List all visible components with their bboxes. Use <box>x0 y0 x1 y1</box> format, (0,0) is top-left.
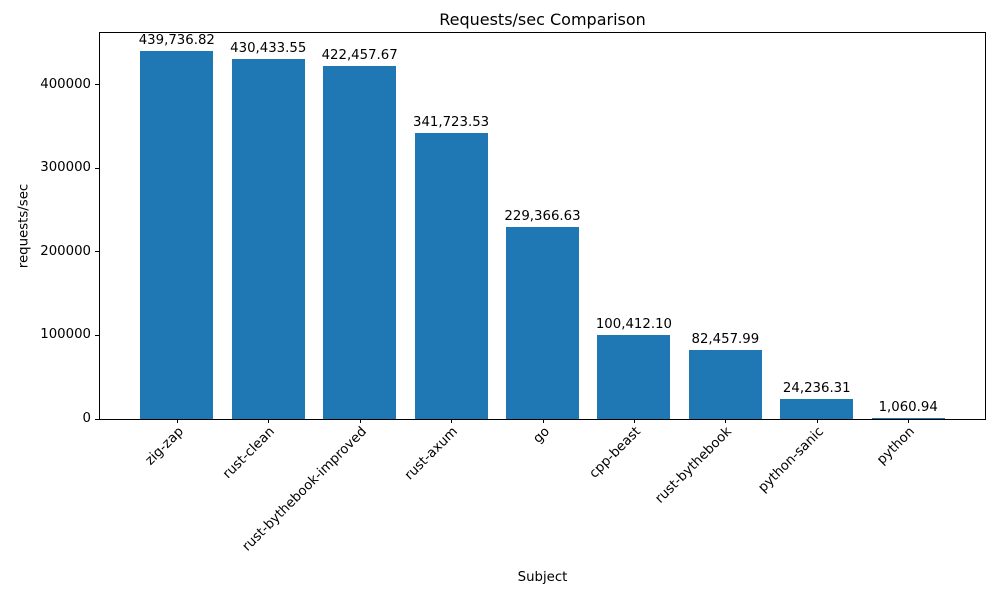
plot-area: 439,736.82 zig-zap 430,433.55 rust-clean 422… <box>40 32 986 554</box>
y-tick-label: 0 <box>82 411 91 426</box>
bar-rust-clean <box>231 59 305 419</box>
y-axis-tick <box>95 167 99 169</box>
y-tick-label: 200000 <box>40 243 91 259</box>
x-tick-label: rust-axum <box>402 424 461 484</box>
x-axis-tick <box>176 419 178 423</box>
bar-rust-axum <box>414 133 488 419</box>
bar-rust-bythebook <box>688 350 762 419</box>
bar-value-label: 430,433.55 <box>230 41 307 56</box>
bar-value-label: 422,457.67 <box>321 48 398 63</box>
bar-value-label: 24,236.31 <box>782 381 851 396</box>
bar-python <box>871 418 945 419</box>
bar-cpp-beast <box>597 335 671 419</box>
bar-value-label: 229,366.63 <box>504 209 581 224</box>
x-axis-tick <box>268 419 270 423</box>
bar-value-label: 82,457.99 <box>691 332 760 347</box>
x-axis-tick <box>359 419 361 423</box>
y-axis-tick <box>95 251 99 253</box>
x-tick-label: go <box>530 424 553 447</box>
y-axis-tick <box>95 418 99 420</box>
x-tick-label: rust-bythebook <box>652 424 736 507</box>
y-tick-label: 300000 <box>40 160 91 176</box>
x-axis-tick <box>451 419 453 423</box>
bar-value-label: 341,723.53 <box>412 115 490 130</box>
y-tick-label: 400000 <box>40 76 91 92</box>
y-axis-tick <box>95 84 99 86</box>
bar-zig-zap <box>140 51 214 419</box>
x-axis-label: Subject <box>517 570 568 585</box>
x-tick-label: python <box>874 424 919 468</box>
bar-value-label: 1,060.94 <box>878 400 938 415</box>
bar-python-sanic <box>780 399 854 419</box>
x-tick-label: cpp-beast <box>586 424 644 482</box>
x-axis-tick <box>816 419 818 423</box>
y-tick-label: 100000 <box>40 327 91 343</box>
bar-value-label: 439,736.82 <box>138 33 215 48</box>
x-axis-tick <box>542 419 544 423</box>
x-axis-tick <box>725 419 727 423</box>
y-axis-label: requests/sec <box>16 183 32 269</box>
y-axis-tick <box>95 334 99 336</box>
bar-rust-bythebook-improved <box>323 66 397 419</box>
bar-value-label: 100,412.10 <box>595 317 672 332</box>
x-tick-label: rust-bythebook-improved <box>239 424 370 555</box>
chart-title: Requests/sec Comparison <box>439 10 646 29</box>
x-tick-label: zig-zap <box>142 424 187 469</box>
x-axis-tick <box>908 419 910 423</box>
x-axis-tick <box>633 419 635 423</box>
x-tick-label: python-sanic <box>755 424 827 496</box>
x-tick-label: rust-clean <box>220 424 279 482</box>
bar-go <box>505 227 580 419</box>
